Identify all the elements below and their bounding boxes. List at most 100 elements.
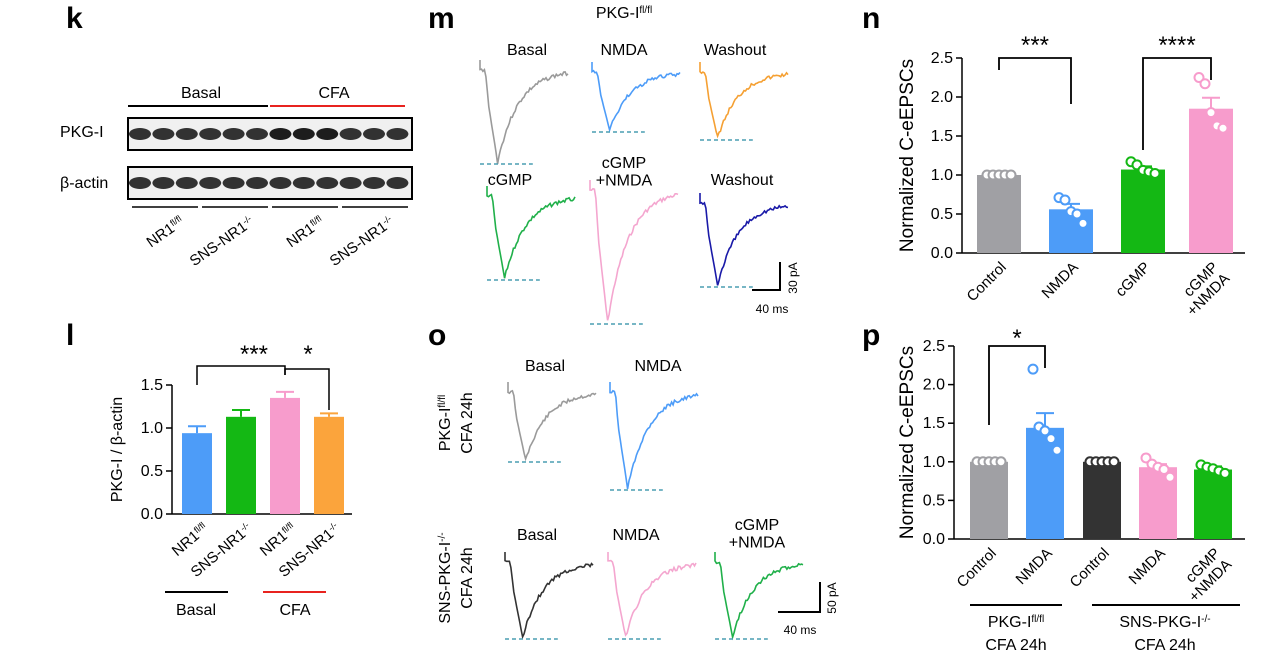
blot-band — [363, 177, 385, 189]
y-tick-label: 0.5 — [141, 463, 163, 480]
data-point — [995, 456, 1007, 468]
trace-label: NMDA — [634, 358, 681, 375]
blot-band — [222, 177, 245, 189]
trace-label: NMDA — [612, 527, 659, 544]
label-line: Basal — [507, 42, 547, 59]
panel-title: PKG-Ifl/fl — [596, 5, 652, 23]
significance-bracket — [998, 57, 1072, 104]
label-line: Basal — [517, 527, 557, 544]
label-base: PKG-I — [437, 408, 454, 452]
epsc-trace — [504, 552, 594, 640]
blot-band — [386, 177, 409, 189]
data-point — [1045, 433, 1057, 445]
y-tick-label: 2.5 — [923, 338, 945, 355]
bar — [1194, 469, 1232, 539]
category-label: cGMP+NMDA — [1172, 259, 1233, 320]
data-point — [1219, 467, 1231, 479]
label-line: cGMP — [488, 172, 532, 189]
label-superscript: fl/fl — [437, 395, 448, 408]
category-label-line: NMDA — [1126, 545, 1169, 588]
panel-letter-p: p — [862, 319, 880, 352]
label-line: NMDA — [634, 358, 681, 375]
y-axis-title: Normalized C-eEPSCs — [897, 59, 918, 252]
blot-band — [152, 128, 175, 140]
epsc-trace — [699, 193, 789, 286]
group-label: SNS-PKG-I-/- — [1119, 614, 1210, 632]
bar — [1083, 461, 1121, 539]
label-line: Washout — [704, 42, 767, 59]
group-label-cfa: CFA — [279, 602, 310, 619]
bar — [314, 416, 344, 514]
data-point — [1164, 471, 1176, 483]
label-base: PKG-I — [596, 5, 640, 22]
category-label: Control — [964, 259, 1010, 305]
category-label: NMDA — [1013, 545, 1056, 588]
row-label: CFA 24h — [459, 547, 476, 608]
bar — [182, 433, 212, 514]
label-superscript: fl/fl — [639, 5, 652, 16]
scale-amp-label: 30 pA — [786, 262, 800, 293]
panel-letter-k: k — [66, 2, 83, 35]
y-tick-label: 1.0 — [931, 167, 953, 184]
epsc-trace — [479, 60, 569, 164]
data-point — [1199, 78, 1211, 90]
label-line: NMDA — [600, 42, 647, 59]
bar — [977, 175, 1021, 253]
trace-label: cGMP — [488, 172, 532, 189]
y-tick-label: 0.5 — [931, 206, 953, 223]
group-label: CFA 24h — [985, 637, 1046, 654]
blot-band — [222, 128, 245, 140]
significance-label: * — [1012, 325, 1021, 352]
trace-label: cGMP +NMDA — [596, 155, 653, 190]
panel-letter-l: l — [66, 319, 74, 352]
label-line: cGMP — [735, 517, 779, 534]
category-label: Control — [954, 545, 1000, 591]
significance-label: **** — [1158, 32, 1195, 59]
label-base: SNS-NR1 — [187, 218, 251, 270]
blot-band — [129, 128, 151, 140]
y-tick-label: 0.0 — [923, 531, 945, 548]
trace-label: Washout — [711, 172, 774, 189]
significance-bracket — [988, 345, 1046, 425]
data-point — [1051, 444, 1063, 456]
significance-bracket — [196, 365, 286, 385]
epsc-trace — [699, 62, 789, 139]
category-label: cGMP+NMDA — [1174, 545, 1235, 606]
data-point — [1217, 122, 1229, 134]
scale-amp-label: 50 pA — [825, 582, 839, 613]
label-superscript: -/- — [1201, 614, 1210, 625]
data-point — [1077, 217, 1089, 229]
group-label: PKG-Ifl/fl — [988, 614, 1044, 632]
trace-label: Basal — [525, 358, 565, 375]
significance-bracket — [1142, 57, 1212, 150]
row-label: CFA 24h — [459, 392, 476, 453]
panel-letter-n: n — [862, 2, 880, 35]
y-tick-label: 1.0 — [141, 420, 163, 437]
blot-band — [199, 177, 222, 189]
trace-label: Basal — [507, 42, 547, 59]
blot-band — [316, 128, 339, 140]
epsc-trace — [486, 186, 576, 279]
y-tick-label: 0.5 — [923, 492, 945, 509]
data-point — [1149, 167, 1161, 179]
blot-band — [175, 177, 198, 189]
y-tick-label: 0.0 — [931, 245, 953, 262]
y-tick-label: 1.5 — [923, 415, 945, 432]
category-label-line: Control — [964, 259, 1010, 305]
significance-label: *** — [1021, 32, 1049, 59]
blot-band — [269, 177, 292, 189]
category-label-line: NMDA — [1013, 545, 1056, 588]
bar — [970, 461, 1008, 539]
label-line: +NMDA — [729, 535, 786, 552]
bar — [226, 416, 256, 514]
data-point — [1108, 456, 1120, 468]
y-axis-title: Normalized C-eEPSCs — [897, 346, 918, 539]
blot-band — [292, 128, 315, 140]
panel-letter-m: m — [428, 2, 455, 35]
blot-band — [269, 128, 292, 140]
label-line: cGMP — [602, 155, 646, 172]
category-label-line: cGMP — [1112, 259, 1153, 300]
blot-band — [316, 177, 339, 189]
